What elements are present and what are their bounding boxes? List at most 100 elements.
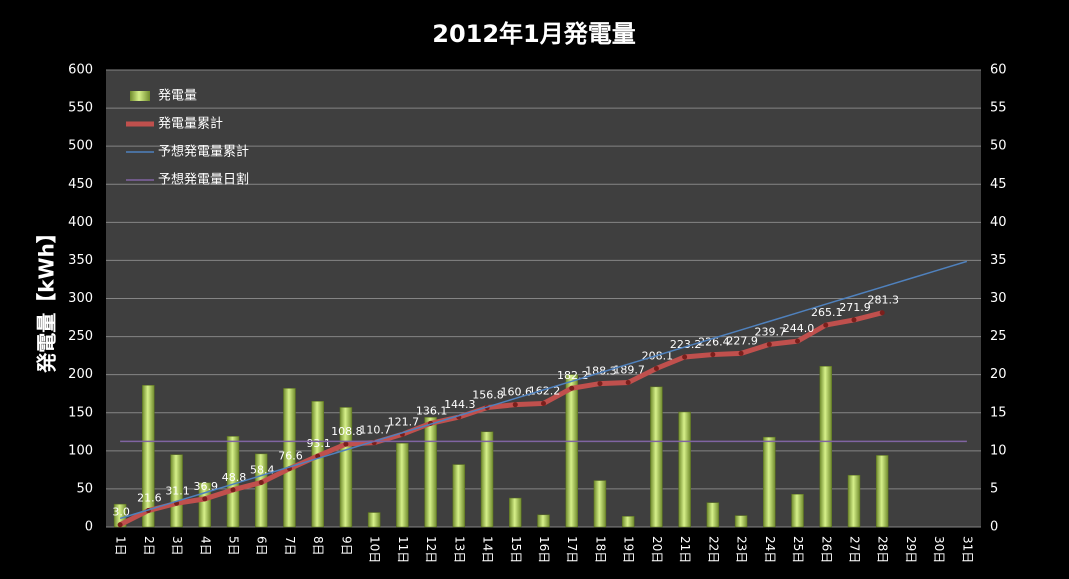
x-tick-label: 28日 <box>876 536 890 563</box>
x-tick-label: 17日 <box>565 536 579 563</box>
x-tick-label: 21日 <box>678 536 692 563</box>
data-label: 93.1 <box>306 437 331 450</box>
line-marker <box>202 496 208 502</box>
y2-tick-label: 10 <box>990 443 1007 458</box>
bar <box>763 436 776 528</box>
x-tick-label: 8日 <box>311 536 325 556</box>
line <box>118 310 883 527</box>
bar <box>283 388 296 528</box>
bar <box>452 464 466 528</box>
x-tick-label: 22日 <box>706 536 720 563</box>
x-tick-label: 16日 <box>537 536 551 563</box>
line-marker <box>823 322 829 328</box>
bar <box>367 512 381 528</box>
bar <box>311 401 324 528</box>
x-tick-label: 31日 <box>960 536 974 563</box>
x-tick-label: 30日 <box>932 536 946 563</box>
data-label: 36.9 <box>194 480 219 493</box>
data-label: 244.0 <box>783 322 815 335</box>
bar <box>593 480 607 528</box>
bar <box>875 455 889 528</box>
x-tick-label: 19日 <box>622 536 636 563</box>
bar <box>142 385 155 528</box>
bar <box>170 454 183 528</box>
data-label: 265.1 <box>811 306 843 319</box>
bar <box>791 493 804 528</box>
y-tick-label: 150 <box>68 405 93 420</box>
data-label: 156.8 <box>472 389 504 402</box>
legend-label: 予想発電量累計 <box>158 144 249 160</box>
y-tick-label: 50 <box>76 481 93 496</box>
bar <box>678 411 691 528</box>
bar <box>706 502 720 528</box>
bar <box>537 514 550 528</box>
y2-tick-label: 45 <box>990 177 1007 192</box>
data-label: 110.7 <box>359 424 391 437</box>
line-marker <box>541 400 546 406</box>
y2-tick-label: 55 <box>990 101 1007 116</box>
x-tick-label: 3日 <box>170 536 184 556</box>
data-label: 121.7 <box>388 415 420 428</box>
x-tick-label: 18日 <box>593 536 607 563</box>
line-marker <box>512 402 518 408</box>
y2-tick-label: 0 <box>990 520 998 535</box>
y-tick-label: 300 <box>68 291 93 306</box>
y-tick-label: 250 <box>68 329 93 344</box>
y-tick-label: 200 <box>68 367 93 382</box>
line-marker <box>710 352 716 358</box>
x-tick-label: 6日 <box>255 536 269 556</box>
data-label: 239.7 <box>755 325 787 338</box>
line-marker <box>682 354 688 360</box>
bar <box>424 417 437 528</box>
x-tick-label: 29日 <box>904 536 918 563</box>
x-tick-label: 25日 <box>791 536 805 563</box>
data-label: 271.9 <box>839 301 871 314</box>
y2-tick-label: 20 <box>990 367 1007 382</box>
legend-swatch <box>130 91 150 101</box>
x-tick-label: 14日 <box>481 536 495 563</box>
line-marker <box>258 480 264 486</box>
data-label: 160.6 <box>501 386 533 399</box>
bar <box>847 474 861 528</box>
legend-label: 予想発電量日割 <box>158 172 249 188</box>
x-tick-label: 13日 <box>452 536 466 563</box>
x-tick-label: 23日 <box>735 536 749 563</box>
y2-tick-label: 60 <box>990 63 1007 78</box>
line-marker <box>597 381 603 387</box>
bar <box>509 497 522 528</box>
line-marker <box>653 365 659 371</box>
data-label: 31.1 <box>165 484 190 497</box>
data-label: 226.4 <box>698 336 730 349</box>
x-tick-label: 1日 <box>114 536 128 556</box>
y-tick-label: 100 <box>68 443 93 458</box>
chart-title: 2012年1月発電量 <box>432 20 636 48</box>
data-label: 281.3 <box>867 294 899 307</box>
line-marker <box>343 441 349 447</box>
data-label: 136.1 <box>416 404 448 417</box>
legend-label: 発電量 <box>158 89 197 104</box>
line-marker <box>795 338 801 344</box>
line-marker <box>879 310 885 316</box>
x-tick-label: 15日 <box>509 536 523 563</box>
bar <box>480 431 494 528</box>
line-marker <box>117 522 123 528</box>
y2-tick-label: 50 <box>990 139 1007 154</box>
bar <box>621 516 635 528</box>
x-tick-label: 27日 <box>847 536 861 563</box>
y-tick-label: 500 <box>68 139 93 154</box>
line-marker <box>569 385 575 391</box>
y-tick-label: 450 <box>68 177 93 192</box>
y2-tick-label: 30 <box>990 291 1007 306</box>
x-tick-label: 24日 <box>763 536 777 563</box>
y-tick-label: 550 <box>68 101 93 116</box>
x-tick-label: 5日 <box>227 536 241 556</box>
x-tick-label: 10日 <box>368 536 382 563</box>
data-label: 144.3 <box>444 398 476 411</box>
y-tick-label: 400 <box>68 215 93 230</box>
bar <box>734 515 748 528</box>
line-marker <box>851 317 857 323</box>
line <box>119 260 968 520</box>
line-marker <box>230 487 236 493</box>
line-marker <box>766 341 772 347</box>
y2-tick-label: 15 <box>990 405 1007 420</box>
